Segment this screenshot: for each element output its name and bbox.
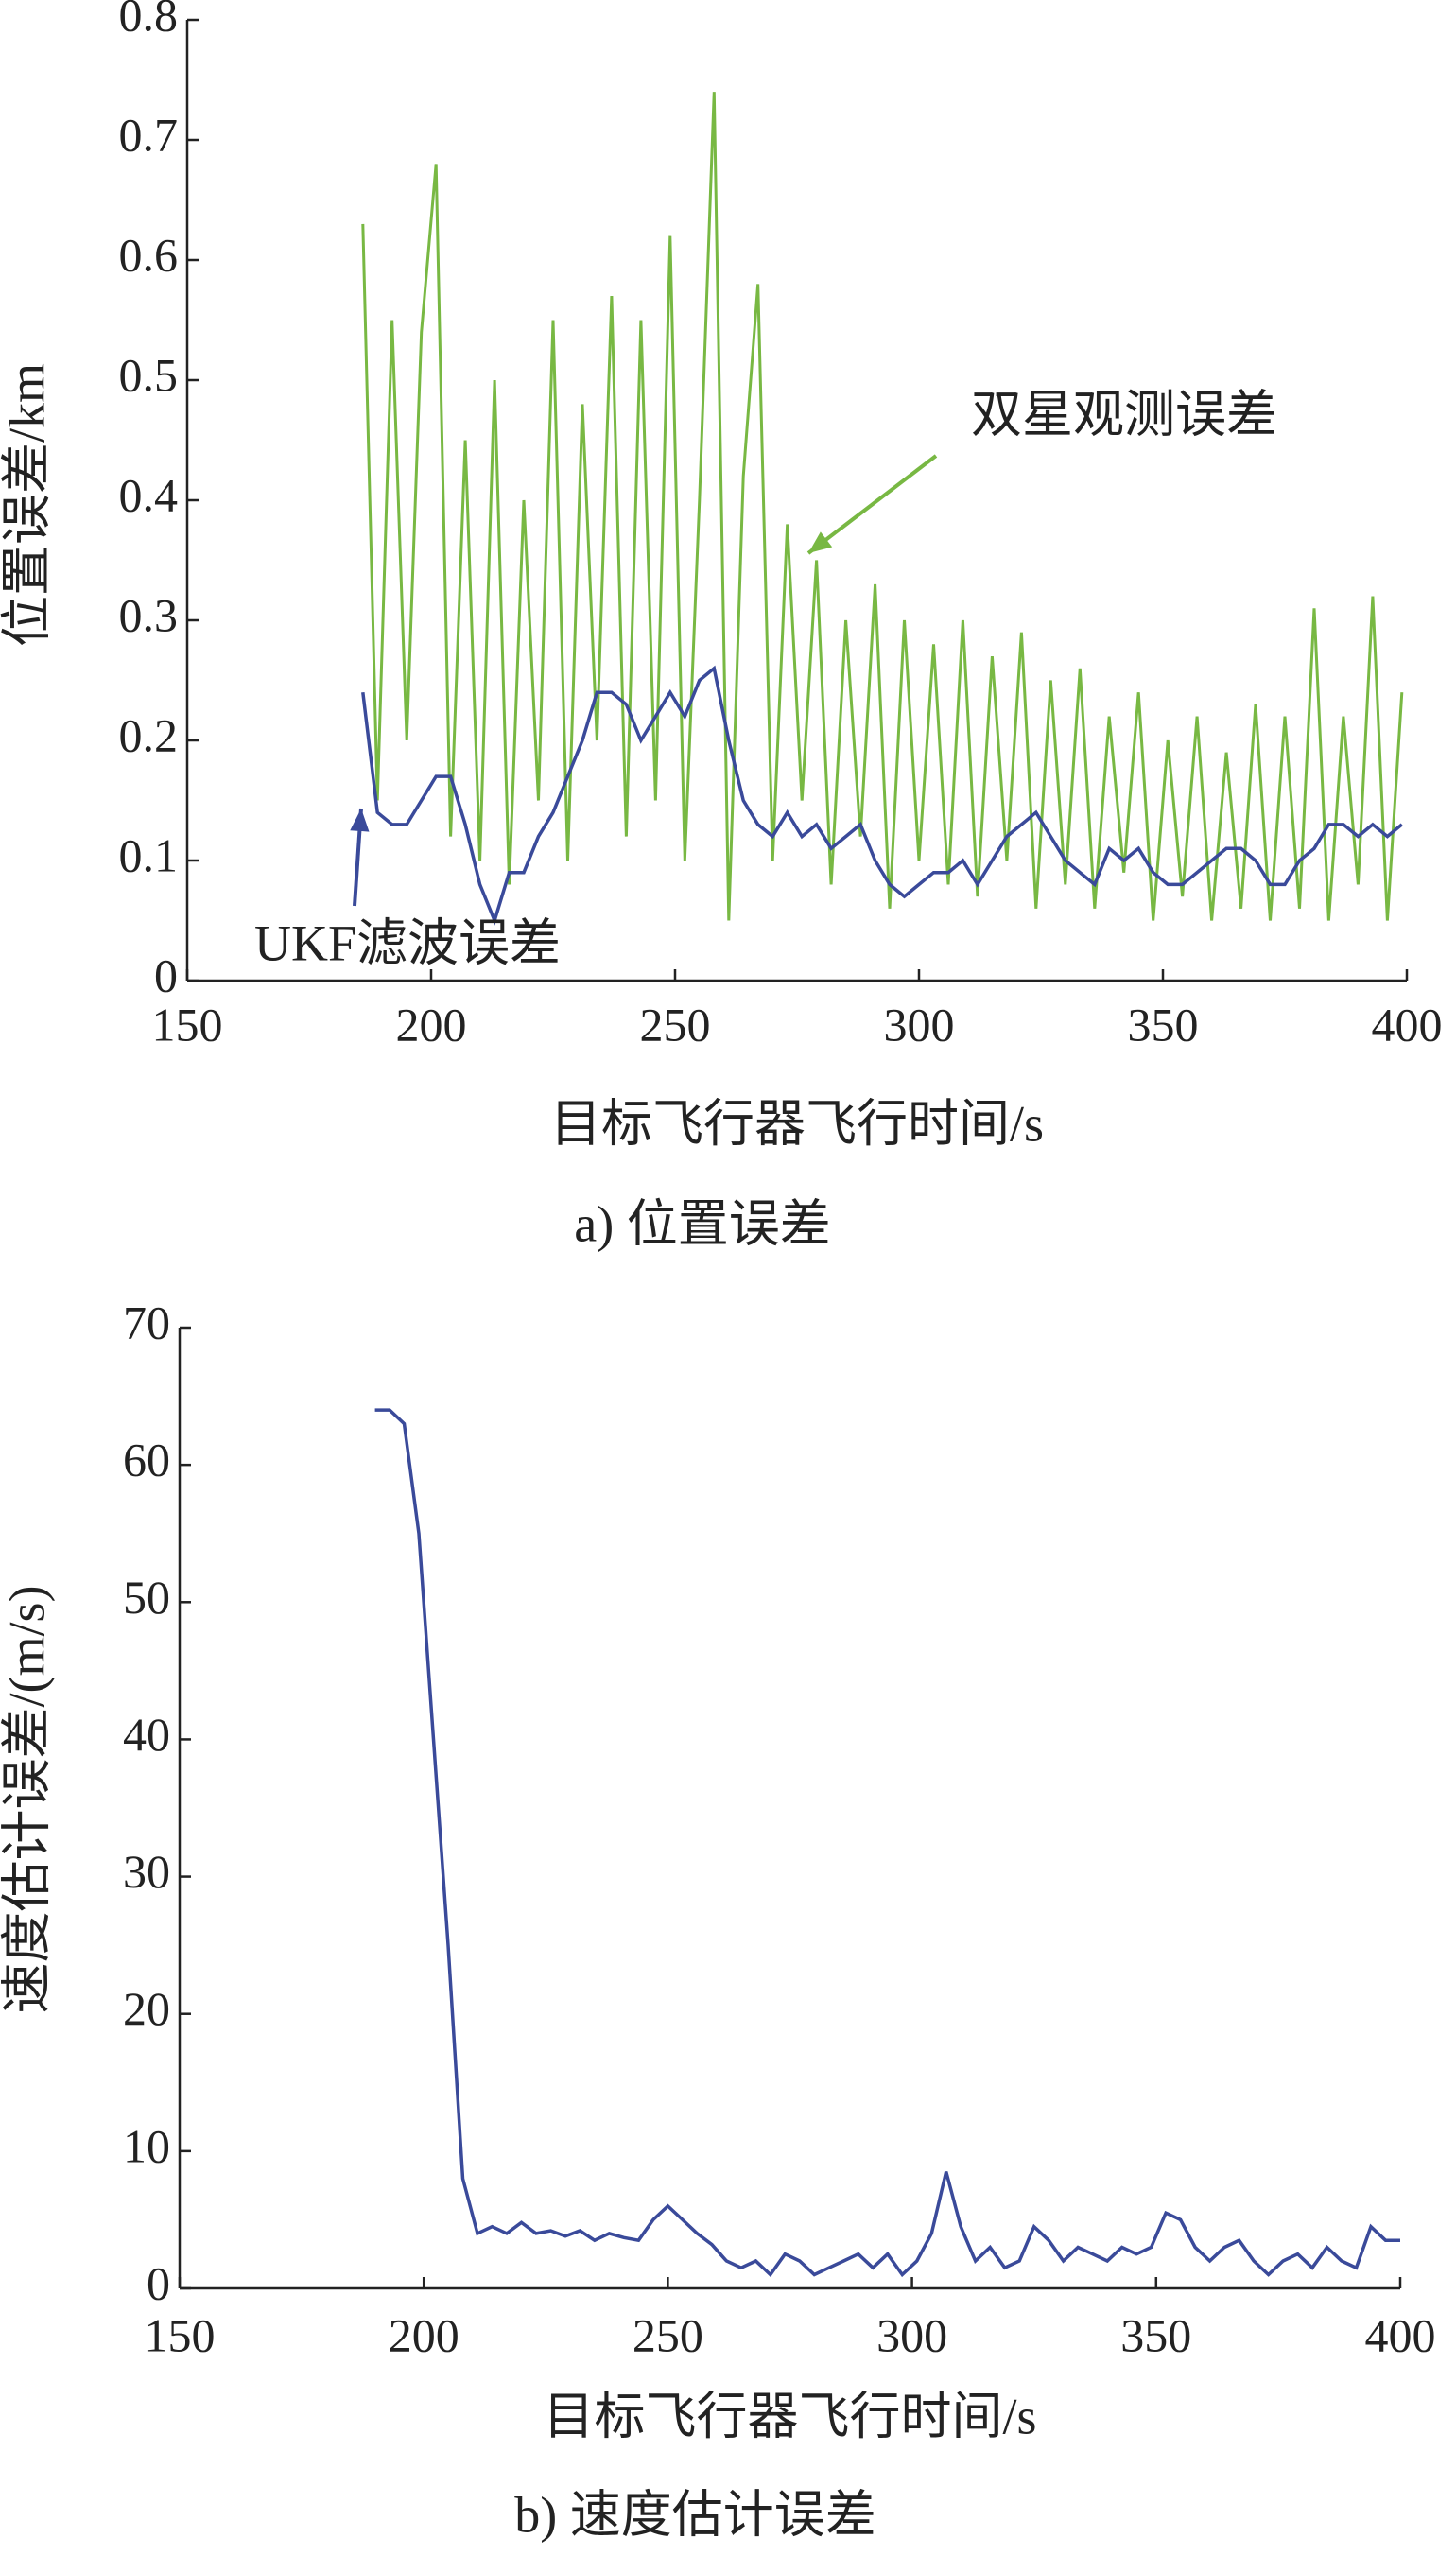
y-axis-title: 位置误差/km <box>0 363 55 647</box>
y-tick-label: 0.3 <box>119 588 179 641</box>
data-line <box>361 92 1404 921</box>
x-axis-title: 目标飞行器飞行时间/s <box>543 2388 1036 2444</box>
y-tick-label: 0 <box>147 2256 170 2309</box>
arrow-head <box>350 809 370 832</box>
x-tick-label: 200 <box>389 2308 459 2361</box>
y-tick-label: 0.1 <box>119 828 179 881</box>
caption: a) 位置误差 <box>574 1195 830 1252</box>
data-line <box>361 665 1403 926</box>
x-tick-label: 250 <box>633 2308 703 2361</box>
x-tick-label: 150 <box>152 998 223 1051</box>
y-tick-label: 10 <box>123 2119 170 2172</box>
y-tick-label: 0.5 <box>119 348 179 401</box>
arrow-head <box>808 531 833 553</box>
data-line <box>374 1408 1400 2278</box>
y-tick-label: 0.2 <box>119 708 179 761</box>
x-tick-label: 300 <box>884 998 955 1051</box>
y-axis-title: 速度估计误差/(m/s) <box>0 1586 55 2014</box>
x-tick-label: 400 <box>1365 2308 1436 2361</box>
caption: b) 速度估计误差 <box>514 2486 875 2543</box>
y-tick-label: 0.7 <box>119 108 179 161</box>
annotation: UKF滤波误差 <box>254 914 561 971</box>
y-tick-label: 70 <box>123 1295 170 1348</box>
y-tick-label: 0.8 <box>119 0 179 41</box>
y-tick-label: 30 <box>123 1845 170 1898</box>
y-tick-label: 0 <box>154 948 178 1001</box>
y-tick-label: 20 <box>123 1982 170 2035</box>
x-tick-label: 200 <box>396 998 467 1051</box>
x-tick-label: 300 <box>876 2308 947 2361</box>
y-tick-label: 0.4 <box>119 468 179 521</box>
y-tick-label: 60 <box>123 1434 170 1487</box>
x-tick-label: 150 <box>145 2308 216 2361</box>
x-tick-label: 350 <box>1120 2308 1191 2361</box>
y-tick-label: 50 <box>123 1571 170 1624</box>
y-tick-label: 40 <box>123 1708 170 1761</box>
x-axis-title: 目标飞行器飞行时间/s <box>550 1095 1044 1152</box>
annotation-arrow <box>806 454 938 555</box>
x-tick-label: 250 <box>640 998 711 1051</box>
x-tick-label: 350 <box>1128 998 1199 1051</box>
x-tick-label: 400 <box>1372 998 1443 1051</box>
annotation: 双星观测误差 <box>971 386 1277 443</box>
y-tick-label: 0.6 <box>119 228 179 281</box>
